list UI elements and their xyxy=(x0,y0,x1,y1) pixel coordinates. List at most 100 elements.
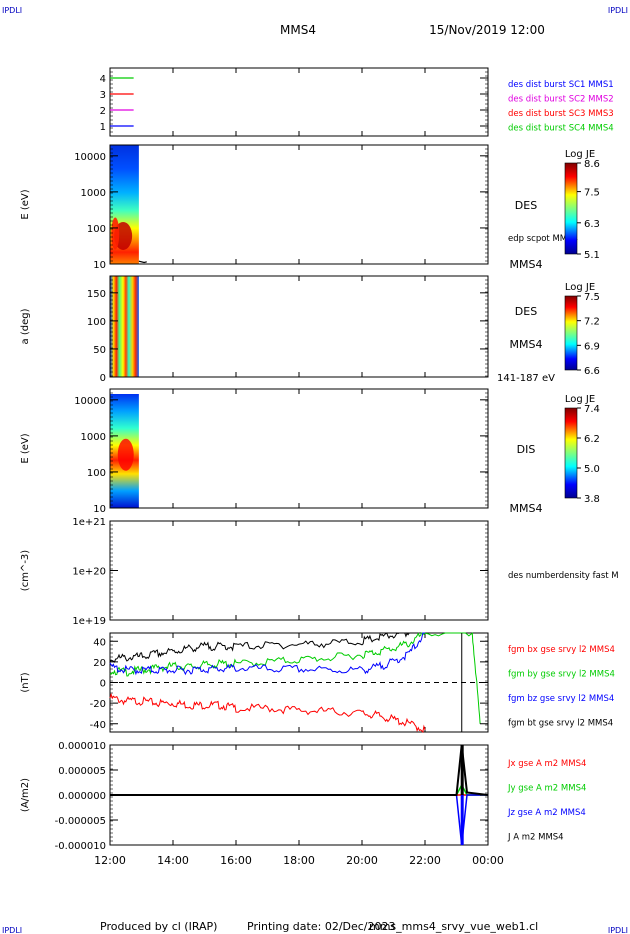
dis-energy-instrument-label: DIS xyxy=(517,443,536,456)
time-tick-label: 00:00 xyxy=(472,854,504,867)
des-pitch-instrument-label: DES xyxy=(515,305,537,318)
corner-label-top-right: IPDLI xyxy=(608,6,628,15)
panel-des-pitch-tick-label: 100 xyxy=(87,317,106,328)
footer-produced-by: Produced by cl (IRAP) xyxy=(100,920,217,933)
panel-burst-tick-label: 4 xyxy=(100,74,106,85)
current-legend-entry: J A m2 MMS4 xyxy=(507,833,564,843)
time-tick-label: 16:00 xyxy=(220,854,252,867)
bfield-legend-entry: fgm bx gse srvy l2 MMS4 xyxy=(508,645,615,655)
panel-dis-energy-tick-label: 1000 xyxy=(81,432,106,443)
des-energy-colorbar-title: Log JE xyxy=(565,149,595,160)
panel-dis-energy-frame xyxy=(109,388,489,509)
panel-current-tick-label: 0.000005 xyxy=(58,766,106,777)
dis-energy-colorbar-tick: 3.8 xyxy=(584,494,600,505)
time-tick-label: 20:00 xyxy=(346,854,378,867)
burst-legend-entry: des dist burst SC2 MMS2 xyxy=(508,95,614,105)
des-energy-colorbar xyxy=(564,162,578,255)
panel-des-pitch-tick-label: 150 xyxy=(87,289,106,300)
panel-dis-energy-tick-label: 100 xyxy=(87,468,106,479)
current-legend-entry: Jy gse A m2 MMS4 xyxy=(507,784,586,794)
des-pitch-angle-fill xyxy=(110,276,139,377)
corner-label-top-left: IPDLI xyxy=(2,6,22,15)
panel-des-energy-tick-label: 10000 xyxy=(74,152,106,163)
bfield-series-1 xyxy=(109,632,481,724)
panel-bfield-tick-label: 40 xyxy=(93,637,106,648)
header-datetime: 15/Nov/2019 12:00 xyxy=(429,23,545,37)
panel-density-tick-label: 1e+19 xyxy=(72,616,106,627)
panel-bfield-ylabel: (nT) xyxy=(20,672,31,692)
panel-density-ylabel: (cm^-3) xyxy=(20,550,31,591)
current-spike-blue xyxy=(460,795,464,845)
bfield-series-3 xyxy=(109,632,410,663)
des-pitch-energy-range: 141-187 eV xyxy=(497,373,555,384)
current-series-1 xyxy=(110,783,488,796)
des-pitch-colorbar-tick: 6.6 xyxy=(584,366,600,377)
current-series-3 xyxy=(110,744,489,796)
des-pitch-colorbar-tick: 6.9 xyxy=(584,341,600,352)
panel-density-frame xyxy=(109,520,489,621)
panel-burst-frame xyxy=(109,67,489,137)
footer-filename: mms_mms4_srvy_vue_web1.cl xyxy=(369,920,538,933)
current-spike-black xyxy=(460,745,464,795)
panel-dis-energy-tick-label: 10 xyxy=(93,504,106,515)
bfield-legend-entry: fgm bt gse srvy l2 MMS4 xyxy=(508,719,613,729)
bfield-series-0 xyxy=(109,692,426,734)
panel-des-pitch-tick-label: 0 xyxy=(100,373,106,384)
burst-legend-entry: des dist burst SC3 MMS3 xyxy=(508,109,614,119)
dis-energy-spacecraft-label: MMS4 xyxy=(510,502,543,515)
des-pitch-colorbar-tick: 7.2 xyxy=(584,317,600,328)
panel-bfield-tick-label: -20 xyxy=(90,699,106,710)
panel-bfield-tick-label: 20 xyxy=(93,658,106,669)
panel-des-pitch-tick-label: 50 xyxy=(93,345,106,356)
panel-des-energy-frame xyxy=(109,144,489,265)
panel-dis-energy-tick-label: 10000 xyxy=(74,396,106,407)
corner-label-bottom-right: IPDLI xyxy=(608,926,628,934)
panel-des-energy-ylabel: E (eV) xyxy=(20,189,31,219)
edp-scpot-line xyxy=(138,260,147,264)
dis-energy-colorbar-title: Log JE xyxy=(565,394,595,405)
edp-scpot-legend: edp scpot MMS4 xyxy=(508,234,578,244)
dis-energy-colorbar-tick: 5.0 xyxy=(584,464,600,475)
footer-printing-date: Printing date: 02/Dec/2023 xyxy=(247,920,396,933)
des-energy-spacecraft-label: MMS4 xyxy=(510,258,543,271)
panel-current-tick-label: 0.000010 xyxy=(58,741,106,752)
dis-energy-colorbar xyxy=(564,407,578,499)
des-energy-colorbar-tick: 5.1 xyxy=(584,250,600,261)
burst-legend-entry: des dist burst SC1 MMS1 xyxy=(508,80,614,90)
des-pitch-colorbar-title: Log JE xyxy=(565,282,595,293)
des-pitch-spacecraft-label: MMS4 xyxy=(510,338,543,351)
panel-bfield-tick-label: -40 xyxy=(90,720,106,731)
dis-energy-colorbar-tick: 7.4 xyxy=(584,404,600,415)
panel-current-ylabel: (A/m2) xyxy=(20,778,31,812)
des-energy-hot-region xyxy=(111,217,120,250)
panel-des-energy-tick-label: 10 xyxy=(93,260,106,271)
header-spacecraft: MMS4 xyxy=(280,23,316,37)
burst-legend-entry: des dist burst SC4 MMS4 xyxy=(508,124,614,134)
des-energy-instrument-label: DES xyxy=(515,199,537,212)
time-tick-label: 22:00 xyxy=(409,854,441,867)
panel-des-pitch-frame xyxy=(109,275,489,378)
panel-des-energy-tick-label: 100 xyxy=(87,224,106,235)
des-pitch-colorbar-tick: 7.5 xyxy=(584,292,600,303)
panel-current-tick-label: 0.000000 xyxy=(58,791,106,802)
panel-burst-tick-label: 3 xyxy=(100,90,106,101)
panel-des-energy-tick-label: 1000 xyxy=(81,188,106,199)
density-legend-entry: des numberdensity fast M xyxy=(508,571,619,581)
bfield-legend-entry: fgm by gse srvy l2 MMS4 xyxy=(508,670,615,680)
panel-burst-tick-label: 2 xyxy=(100,106,106,117)
panel-bfield-tick-label: 0 xyxy=(100,679,106,690)
time-tick-label: 12:00 xyxy=(94,854,126,867)
des-energy-colorbar-tick: 6.3 xyxy=(584,219,600,230)
des-pitch-colorbar xyxy=(564,295,578,371)
bfield-legend-entry: fgm bz gse srvy l2 MMS4 xyxy=(508,694,614,704)
des-energy-colorbar-tick: 8.6 xyxy=(584,159,600,170)
corner-label-bottom-left: IPDLI xyxy=(2,926,22,934)
current-legend-entry: Jz gse A m2 MMS4 xyxy=(507,808,586,818)
panel-current-tick-label: -0.000010 xyxy=(55,841,106,852)
panel-des-pitch-ylabel: a (deg) xyxy=(20,308,31,344)
time-tick-label: 14:00 xyxy=(157,854,189,867)
panel-burst-tick-label: 1 xyxy=(100,122,106,133)
current-series-2 xyxy=(110,794,488,846)
dis-energy-hot-region xyxy=(117,438,134,471)
panel-density-tick-label: 1e+20 xyxy=(72,567,106,578)
